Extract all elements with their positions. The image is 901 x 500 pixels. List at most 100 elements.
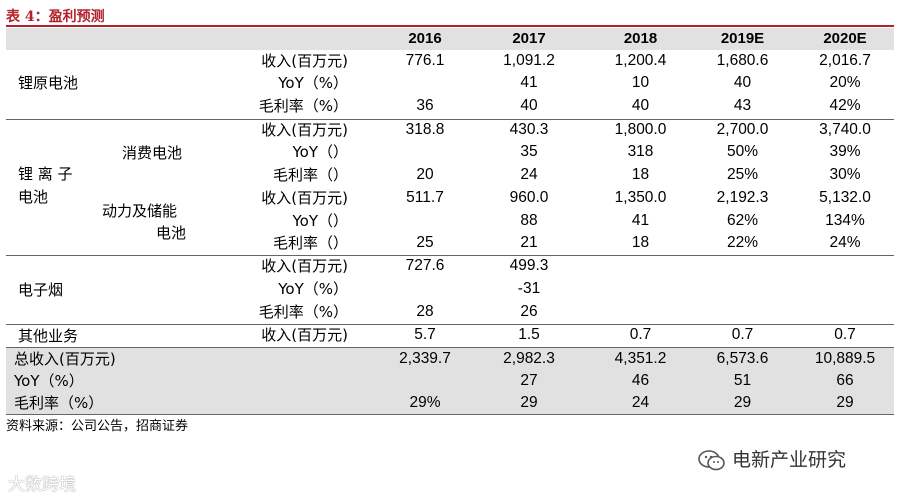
total-row-cell: 66 (836, 372, 854, 389)
table-row-cell: 18 (631, 234, 650, 251)
table-row-cell: 3,740.0 (819, 121, 871, 138)
total-row-cell: 2,982.3 (503, 350, 555, 367)
total-row-cell: 24 (631, 394, 650, 411)
table-row-cell: 776.1 (405, 52, 445, 69)
group-separator (6, 255, 894, 256)
group-li-ion-line1: 锂 离 子 (18, 165, 73, 183)
group-li-primary: 锂原电池 (18, 74, 79, 92)
year-header-2018: 2018 (623, 30, 658, 47)
group-separator (6, 119, 894, 120)
table-row-label: 毛利率（） (272, 234, 348, 252)
table-row-cell: 18 (631, 166, 650, 183)
table-row-cell: 43 (733, 97, 752, 114)
total-row-cell: 29 (733, 394, 752, 411)
subgroup-power-line1: 动力及储能 (102, 202, 178, 220)
table-row-cell: 30% (829, 166, 861, 183)
table-row-cell: 318 (627, 143, 654, 160)
table-row-label: 收入(百万元) (261, 326, 348, 344)
total-row-cell: 2,339.7 (399, 350, 451, 367)
table-row-cell: 28 (416, 303, 434, 320)
table-row-cell: 2,016.7 (819, 52, 871, 69)
total-row-cell: 29 (836, 394, 854, 411)
total-row-cell: 29% (409, 394, 441, 411)
year-header-2016: 2016 (408, 30, 442, 47)
group-separator (6, 324, 894, 325)
table-row-cell: 24% (829, 234, 861, 251)
table-row-cell: 25 (416, 234, 434, 251)
table-row-label: YoY（%） (278, 74, 348, 92)
table-row-cell: -31 (517, 280, 541, 297)
year-header-2019e: 2019E (720, 30, 765, 47)
table-row-cell: 318.8 (405, 121, 445, 138)
table-row-cell: 26 (520, 303, 538, 320)
table-row-cell: 5,132.0 (819, 189, 871, 206)
table-row-cell: 41 (520, 74, 538, 91)
year-header-2020e: 2020E (823, 30, 867, 47)
watermark: 电新产业研究 (698, 445, 846, 472)
table-row-cell: 0.7 (834, 326, 856, 343)
table-row-label: 毛利率（%） (258, 97, 348, 115)
group-li-ion-line2: 电池 (18, 188, 49, 206)
table-title: 表 4：盈利预测 (6, 9, 105, 25)
group-other: 其他业务 (18, 327, 79, 345)
total-row-label: YoY（%） (14, 372, 84, 390)
table-row-cell: 1,091.2 (503, 52, 555, 69)
table-row-cell: 20% (829, 74, 861, 91)
table-row-cell: 2,700.0 (716, 121, 769, 138)
year-header-2017: 2017 (512, 30, 546, 47)
table-row-cell: 0.7 (731, 326, 754, 343)
watermark-secondary: 大数跨境 (8, 475, 76, 495)
table-row-cell: 62% (726, 212, 759, 229)
table-row-label: YoY（） (292, 212, 348, 230)
table-row-cell: 134% (825, 212, 865, 229)
table-row-cell: 36 (416, 97, 434, 114)
table-row-cell: 1,680.6 (716, 52, 769, 69)
table-row-label: YoY（） (292, 143, 348, 161)
bottom-rule (6, 414, 894, 415)
table-row-cell: 22% (726, 234, 759, 251)
table-row-label: 收入(百万元) (261, 189, 348, 207)
table-row-cell: 0.7 (629, 326, 652, 343)
table-row-cell: 430.3 (509, 121, 549, 138)
table-row-cell: 41 (631, 212, 650, 229)
table-row-cell: 50% (726, 143, 759, 160)
table-row-label: 毛利率（%） (258, 303, 348, 321)
subgroup-consumer: 消费电池 (122, 144, 183, 162)
table-row-cell: 1,800.0 (614, 121, 667, 138)
table-row-cell: 35 (520, 143, 538, 160)
table-row-cell: 40 (631, 97, 650, 114)
table-row-label: YoY（%） (278, 280, 348, 298)
total-row-cell: 29 (520, 394, 538, 411)
table-row-cell: 88 (520, 212, 538, 229)
header-band (6, 28, 894, 50)
table-row-label: 收入(百万元) (261, 257, 348, 275)
total-row-cell: 6,573.6 (716, 350, 769, 367)
table-row-cell: 42% (829, 97, 861, 114)
table-row-label: 收入(百万元) (261, 121, 348, 139)
table-row-cell: 40 (733, 74, 752, 91)
table-row-cell: 727.6 (405, 257, 445, 274)
table-row-label: 毛利率（） (272, 166, 348, 184)
total-row-cell: 51 (733, 372, 752, 389)
table-row-cell: 1,350.0 (614, 189, 667, 206)
table-row-cell: 5.7 (414, 326, 436, 343)
table-row-cell: 10 (631, 74, 650, 91)
total-row-cell: 4,351.2 (614, 350, 667, 367)
table-row-cell: 24 (520, 166, 538, 183)
title-rule (6, 25, 894, 27)
subgroup-power-line2: 电池 (156, 224, 187, 242)
wechat-icon (698, 449, 726, 472)
table-row-cell: 1.5 (518, 326, 540, 343)
group-separator (6, 347, 894, 348)
total-row-cell: 10,889.5 (814, 350, 876, 367)
total-row-cell: 27 (520, 372, 538, 389)
total-row-label: 毛利率（%） (14, 394, 104, 412)
watermark-text: 电新产业研究 (732, 449, 847, 471)
table-row-cell: 39% (829, 143, 861, 160)
table-row-cell: 25% (726, 166, 759, 183)
table-row-label: 收入(百万元) (261, 52, 348, 70)
totals-band (6, 348, 894, 414)
total-row-cell: 46 (631, 372, 650, 389)
table-row-cell: 511.7 (406, 189, 444, 206)
table-row-cell: 1,200.4 (614, 52, 667, 69)
